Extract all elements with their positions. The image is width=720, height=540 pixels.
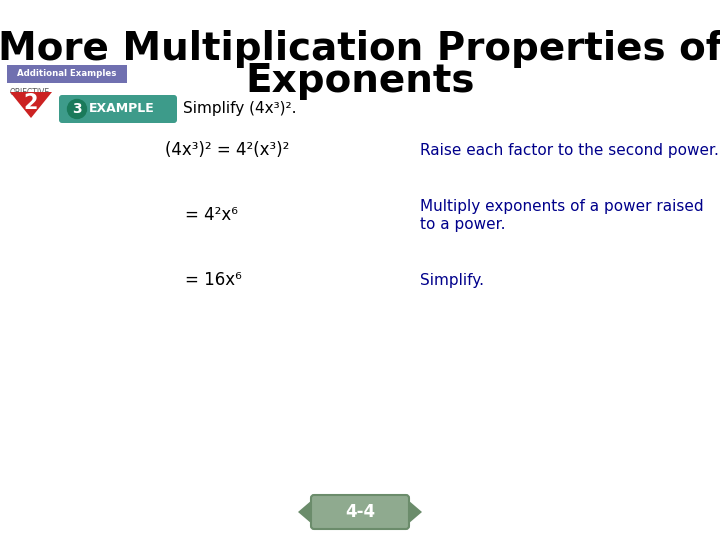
Polygon shape bbox=[10, 92, 52, 118]
Text: 2: 2 bbox=[24, 93, 38, 113]
Text: Multiply exponents of a power raised: Multiply exponents of a power raised bbox=[420, 199, 703, 214]
Text: 3: 3 bbox=[72, 102, 82, 116]
FancyBboxPatch shape bbox=[59, 95, 177, 123]
Text: Exponents: Exponents bbox=[246, 62, 474, 100]
Polygon shape bbox=[408, 500, 422, 524]
Text: = 4²x⁶: = 4²x⁶ bbox=[185, 206, 238, 224]
Text: Simplify.: Simplify. bbox=[420, 273, 484, 287]
Text: = 16x⁶: = 16x⁶ bbox=[185, 271, 242, 289]
Text: to a power.: to a power. bbox=[420, 217, 505, 232]
Text: Additional Examples: Additional Examples bbox=[17, 70, 117, 78]
Text: More Multiplication Properties of: More Multiplication Properties of bbox=[0, 30, 720, 68]
Text: EXAMPLE: EXAMPLE bbox=[89, 103, 155, 116]
Text: (4x³)² = 4²(x³)²: (4x³)² = 4²(x³)² bbox=[165, 141, 289, 159]
Text: Simplify (4x³)².: Simplify (4x³)². bbox=[183, 102, 297, 117]
Circle shape bbox=[68, 99, 86, 118]
Text: 4-4: 4-4 bbox=[345, 503, 375, 521]
FancyBboxPatch shape bbox=[311, 495, 409, 529]
FancyBboxPatch shape bbox=[7, 65, 127, 83]
Text: OBJECTIVE: OBJECTIVE bbox=[10, 88, 50, 97]
Polygon shape bbox=[298, 500, 312, 524]
Text: Raise each factor to the second power.: Raise each factor to the second power. bbox=[420, 143, 719, 158]
